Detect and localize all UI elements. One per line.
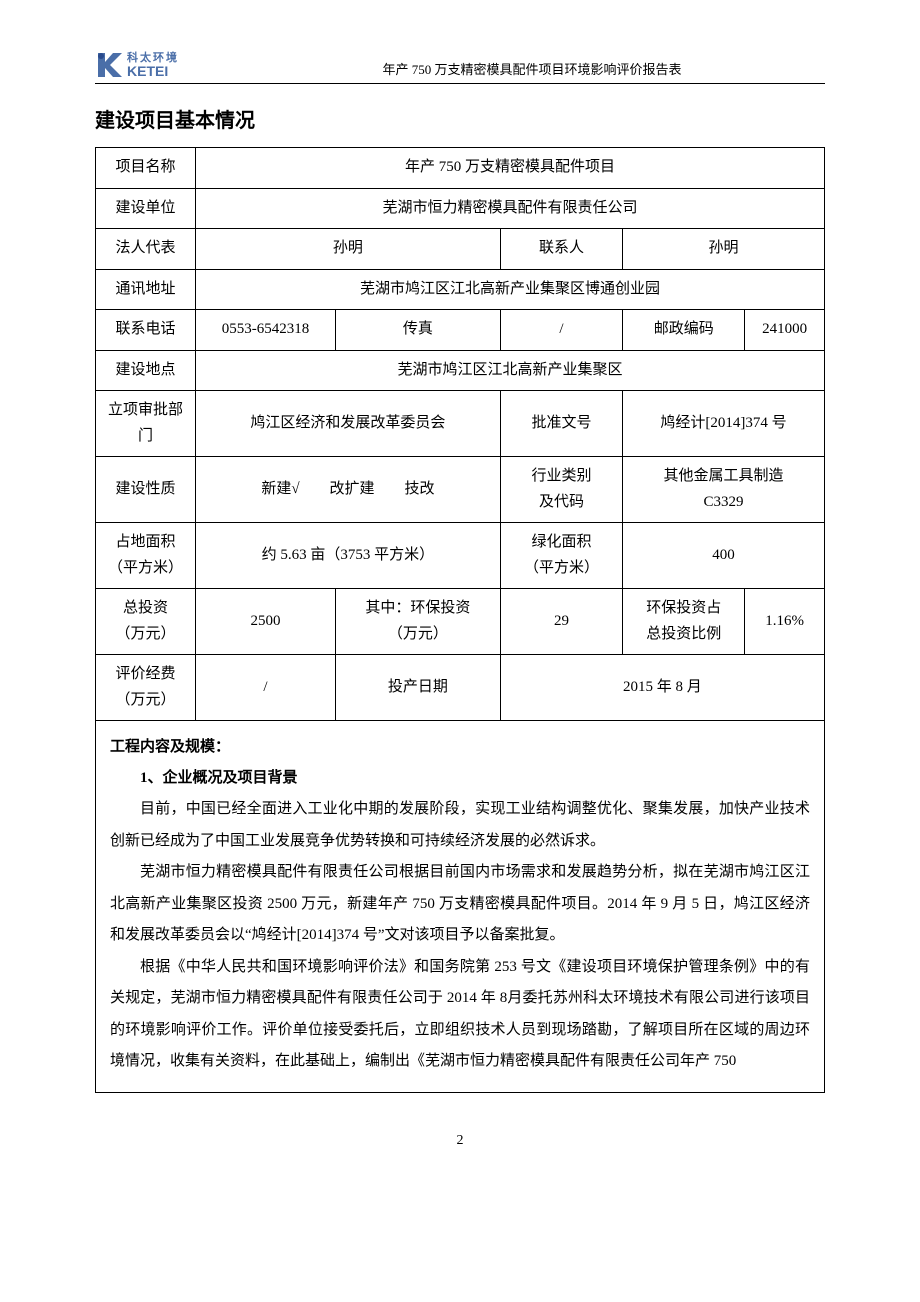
label-eval-fee: 评价经费（万元）: [96, 655, 196, 721]
content-section: 工程内容及规模： 1、企业概况及项目背景 目前，中国已经全面进入工业化中期的发展…: [95, 721, 825, 1093]
page-number: 2: [95, 1133, 825, 1149]
label-env-invest: 其中：环保投资（万元）: [335, 589, 500, 655]
label-postcode: 邮政编码: [623, 310, 745, 351]
label-project-name: 项目名称: [96, 148, 196, 189]
value-build-loc: 芜湖市鸠江区江北高新产业集聚区: [196, 350, 825, 391]
value-env-ratio: 1.16%: [745, 589, 825, 655]
content-para-1: 目前，中国已经全面进入工业化中期的发展阶段，实现工业结构调整优化、聚集发展，加快…: [110, 794, 810, 857]
value-phone: 0553-6542318: [196, 310, 336, 351]
logo-icon: [95, 50, 125, 80]
label-contact: 联系人: [500, 229, 622, 270]
logo-english: KETEI: [127, 64, 179, 78]
value-contact: 孙明: [623, 229, 825, 270]
label-build-nature: 建设性质: [96, 457, 196, 523]
value-legal-rep: 孙明: [196, 229, 501, 270]
value-land-area: 约 5.63 亩（3753 平方米）: [196, 523, 501, 589]
label-build-unit: 建设单位: [96, 188, 196, 229]
value-build-nature: 新建√ 改扩建 技改: [196, 457, 501, 523]
value-prod-date: 2015 年 8 月: [500, 655, 824, 721]
value-green-area: 400: [623, 523, 825, 589]
value-env-invest: 29: [500, 589, 622, 655]
value-address: 芜湖市鸠江区江北高新产业集聚区博通创业园: [196, 269, 825, 310]
page-header: 科太环境 KETEI 年产 750 万支精密模具配件项目环境影响评价报告表: [95, 50, 825, 84]
content-subheading: 1、企业概况及项目背景: [110, 763, 810, 795]
logo-chinese: 科太环境: [127, 53, 179, 64]
label-land-area: 占地面积（平方米）: [96, 523, 196, 589]
document-header-title: 年产 750 万支精密模具配件项目环境影响评价报告表: [239, 59, 825, 80]
value-eval-fee: /: [196, 655, 336, 721]
label-env-ratio: 环保投资占总投资比例: [623, 589, 745, 655]
label-legal-rep: 法人代表: [96, 229, 196, 270]
logo-text: 科太环境 KETEI: [127, 53, 179, 78]
label-approval-dept: 立项审批部门: [96, 391, 196, 457]
value-build-unit: 芜湖市恒力精密模具配件有限责任公司: [196, 188, 825, 229]
value-approval-dept: 鸠江区经济和发展改革委员会: [196, 391, 501, 457]
value-total-invest: 2500: [196, 589, 336, 655]
content-para-2: 芜湖市恒力精密模具配件有限责任公司根据目前国内市场需求和发展趋势分析，拟在芜湖市…: [110, 857, 810, 952]
label-build-loc: 建设地点: [96, 350, 196, 391]
content-heading: 工程内容及规模：: [110, 731, 810, 763]
value-approval-no: 鸠经计[2014]374 号: [623, 391, 825, 457]
label-address: 通讯地址: [96, 269, 196, 310]
value-postcode: 241000: [745, 310, 825, 351]
project-info-table: 项目名称 年产 750 万支精密模具配件项目 建设单位 芜湖市恒力精密模具配件有…: [95, 147, 825, 721]
value-project-name: 年产 750 万支精密模具配件项目: [196, 148, 825, 189]
label-industry: 行业类别及代码: [500, 457, 622, 523]
label-phone: 联系电话: [96, 310, 196, 351]
label-green-area: 绿化面积（平方米）: [500, 523, 622, 589]
company-logo: 科太环境 KETEI: [95, 50, 179, 80]
label-approval-no: 批准文号: [500, 391, 622, 457]
section-title: 建设项目基本情况: [95, 104, 825, 133]
label-fax: 传真: [335, 310, 500, 351]
label-prod-date: 投产日期: [335, 655, 500, 721]
value-fax: /: [500, 310, 622, 351]
value-industry: 其他金属工具制造C3329: [623, 457, 825, 523]
content-para-3: 根据《中华人民共和国环境影响评价法》和国务院第 253 号文《建设项目环境保护管…: [110, 952, 810, 1078]
label-total-invest: 总投资（万元）: [96, 589, 196, 655]
